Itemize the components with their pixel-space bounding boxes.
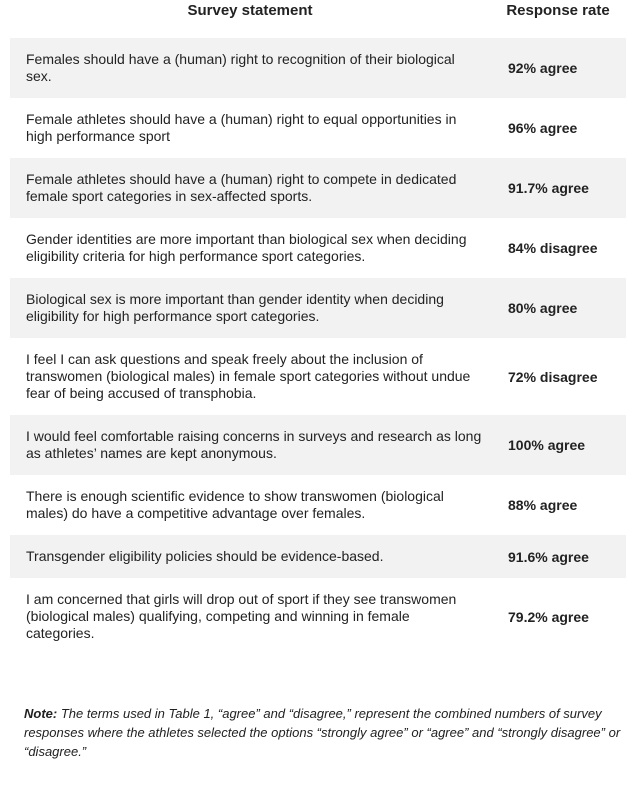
- statement-cell: I would feel comfortable raising concern…: [26, 428, 482, 461]
- response-cell: 91.7% agree: [508, 180, 589, 196]
- table-row: Biological sex is more important than ge…: [10, 278, 626, 338]
- note: Note: The terms used in Table 1, “agree”…: [24, 704, 630, 761]
- statement-cell: I am concerned that girls will drop out …: [26, 591, 457, 641]
- response-cell: 80% agree: [508, 300, 578, 316]
- statement-cell: Female athletes should have a (human) ri…: [26, 171, 457, 204]
- header-cell: Survey statement: [187, 2, 313, 19]
- table-row: Female athletes should have a (human) ri…: [10, 98, 626, 158]
- table-row: I am concerned that girls will drop out …: [10, 578, 626, 655]
- response-cell: 79.2% agree: [508, 608, 589, 625]
- statement-cell: I feel I can ask questions and speak fre…: [26, 351, 471, 401]
- note-label: Note:: [24, 706, 58, 721]
- response-cell: 96% agree: [508, 120, 578, 136]
- statement-cell: There is enough scientific evidence to s…: [26, 488, 444, 521]
- table-body: Females should have a (human) right to r…: [10, 38, 626, 655]
- statement-cell: Transgender eligibility policies should …: [26, 548, 384, 564]
- table-header: Survey statement Response rate: [10, 0, 626, 24]
- table-row: There is enough scientific evidence to s…: [10, 475, 626, 535]
- table-row: Gender identities are more important tha…: [10, 218, 626, 278]
- table-row: Female athletes should have a (human) ri…: [10, 158, 626, 218]
- response-cell: 72% disagree: [508, 368, 598, 385]
- response-cell: 84% disagree: [508, 240, 598, 256]
- statement-cell: Gender identities are more important tha…: [26, 231, 467, 264]
- response-cell: 100% agree: [508, 437, 586, 453]
- statement-cell: Biological sex is more important than ge…: [26, 291, 444, 324]
- header-cell: Response rate: [506, 2, 610, 19]
- note-text: The terms used in Table 1, “agree” and “…: [24, 706, 621, 759]
- statement-cell: Females should have a (human) right to r…: [26, 51, 455, 84]
- table-row: I would feel comfortable raising concern…: [10, 415, 626, 475]
- table-row: Females should have a (human) right to r…: [10, 38, 626, 98]
- response-cell: 88% agree: [508, 497, 578, 513]
- statement-cell: Female athletes should have a (human) ri…: [26, 111, 457, 144]
- response-cell: 92% agree: [508, 60, 578, 76]
- table-row: I feel I can ask questions and speak fre…: [10, 338, 626, 415]
- response-cell: 91.6% agree: [508, 548, 589, 565]
- table-row: Transgender eligibility policies should …: [10, 535, 626, 578]
